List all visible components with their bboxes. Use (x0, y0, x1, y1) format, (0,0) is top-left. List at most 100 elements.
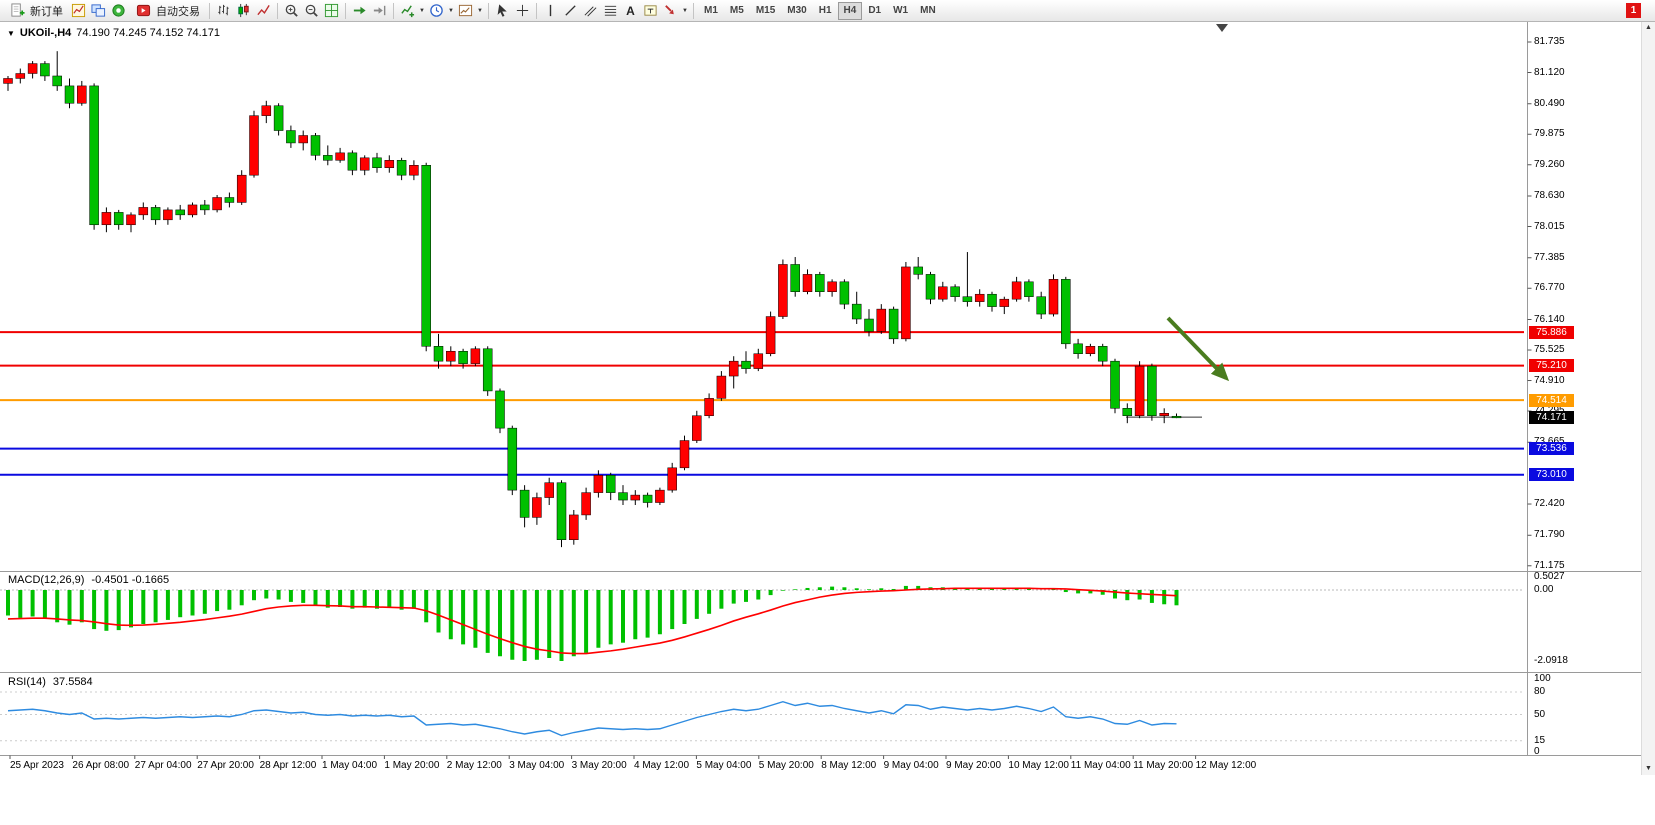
candle-body (236, 174, 247, 203)
candle-body (286, 130, 296, 144)
toolbar-separator (393, 2, 394, 19)
zoom-out-icon[interactable] (302, 1, 321, 20)
candle-body (273, 105, 284, 131)
trendline-icon[interactable] (561, 1, 580, 20)
templates-dropdown-icon[interactable]: ▼ (477, 7, 483, 14)
line-chart-icon[interactable] (254, 1, 273, 20)
notification-badge[interactable]: 1 (1626, 3, 1641, 18)
candle-body (728, 360, 739, 377)
candle-body (1011, 281, 1022, 300)
label-icon[interactable] (641, 1, 660, 20)
candle-body (335, 152, 345, 161)
candle-body (27, 63, 38, 74)
periods-dropdown-icon[interactable]: ▼ (448, 7, 454, 14)
candle-body (495, 390, 505, 429)
candle-body (569, 514, 579, 540)
channel-icon[interactable] (581, 1, 600, 20)
toolbar-separator (536, 2, 537, 19)
candle-body (544, 482, 554, 498)
timeframe-button-w1[interactable]: W1 (887, 2, 914, 20)
toolbar-separator (488, 2, 489, 19)
candle-body (396, 160, 407, 176)
profiles-icon[interactable] (89, 1, 108, 20)
arrows-icon[interactable] (661, 1, 680, 20)
indicators-icon[interactable] (398, 1, 417, 20)
scroll-down-icon[interactable]: ▼ (1645, 765, 1652, 772)
arrows-dropdown-icon[interactable]: ▼ (682, 7, 688, 14)
arrow-annotation[interactable] (1166, 316, 1230, 382)
candle-body (974, 293, 985, 302)
scroll-up-icon[interactable]: ▲ (1645, 24, 1652, 31)
timeframe-button-m15[interactable]: M15 (750, 2, 781, 20)
toolbar: 新订单 自动交易 (0, 0, 1655, 22)
candlestick-chart-icon[interactable] (234, 1, 253, 20)
candle-body (3, 78, 13, 84)
candle-body (249, 115, 259, 176)
candle-body (1110, 360, 1120, 409)
periods-icon[interactable] (427, 1, 446, 20)
symbol-dropdown-icon[interactable]: ▼ (7, 28, 15, 38)
candle-body (323, 155, 333, 161)
candlesticks (3, 51, 1182, 548)
candle-body (101, 212, 112, 226)
candle-body (200, 204, 210, 211)
vertical-scrollbar[interactable]: ▲ ▼ (1641, 22, 1655, 775)
candle-body (716, 375, 727, 399)
crosshair-icon[interactable] (513, 1, 532, 20)
candle-body (1097, 346, 1108, 362)
candle-body (52, 75, 62, 87)
timeframe-button-m1[interactable]: M1 (698, 2, 724, 20)
templates-icon[interactable] (456, 1, 475, 20)
candle-body (1171, 415, 1182, 419)
candle-body (482, 348, 493, 392)
fibonacci-icon[interactable] (601, 1, 620, 20)
indicators-dropdown-icon[interactable]: ▼ (419, 7, 425, 14)
candle-body (692, 415, 702, 441)
candle-body (938, 286, 948, 300)
candle-body (864, 318, 874, 332)
candle-body (433, 346, 444, 362)
candle-body (630, 494, 641, 501)
macd-label: MACD(12,26,9) -0.4501 -0.1665 (8, 574, 169, 586)
timeframe-button-m30[interactable]: M30 (781, 2, 812, 20)
candle-body (1073, 343, 1083, 354)
candle-body (409, 165, 419, 176)
candle-body (679, 440, 690, 469)
candle-body (421, 165, 431, 347)
candle-body (212, 197, 222, 211)
candle-body (753, 353, 764, 369)
candle-body (77, 85, 87, 104)
auto-trading-label: 自动交易 (156, 5, 200, 18)
new-order-button[interactable]: 新订单 (3, 1, 68, 20)
candle-body (556, 482, 567, 540)
candle-body (1122, 408, 1133, 416)
candle-body (642, 494, 653, 503)
timeframe-button-m5[interactable]: M5 (724, 2, 750, 20)
candle-body (224, 197, 235, 203)
candle-body (925, 274, 936, 300)
market-data-icon[interactable] (109, 1, 128, 20)
chart-shift-marker[interactable] (1216, 24, 1228, 32)
timeframe-button-d1[interactable]: D1 (862, 2, 887, 20)
candle-body (605, 475, 616, 493)
timeframe-button-h4[interactable]: H4 (837, 1, 863, 20)
timeframe-button-h1[interactable]: H1 (813, 2, 838, 20)
text-icon[interactable]: A (626, 3, 635, 18)
candle-body (839, 281, 850, 305)
candle-body (913, 266, 923, 275)
candle-body (778, 264, 788, 317)
chart-shift-icon[interactable] (370, 1, 389, 20)
zoom-in-icon[interactable] (282, 1, 301, 20)
auto-trading-button[interactable]: 自动交易 (129, 1, 205, 20)
timeframe-button-mn[interactable]: MN (914, 2, 942, 20)
tile-windows-icon[interactable] (322, 1, 341, 20)
candle-body (458, 351, 468, 364)
cursor-icon[interactable] (493, 1, 512, 20)
new-chart-icon[interactable] (69, 1, 88, 20)
candle-body (532, 497, 542, 518)
bar-chart-icon[interactable] (214, 1, 233, 20)
auto-scroll-icon[interactable] (350, 1, 369, 20)
candle-body (507, 427, 518, 491)
vertical-line-icon[interactable] (541, 1, 560, 20)
